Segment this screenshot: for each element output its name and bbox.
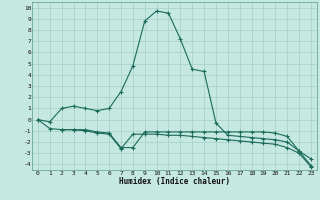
X-axis label: Humidex (Indice chaleur): Humidex (Indice chaleur): [119, 177, 230, 186]
